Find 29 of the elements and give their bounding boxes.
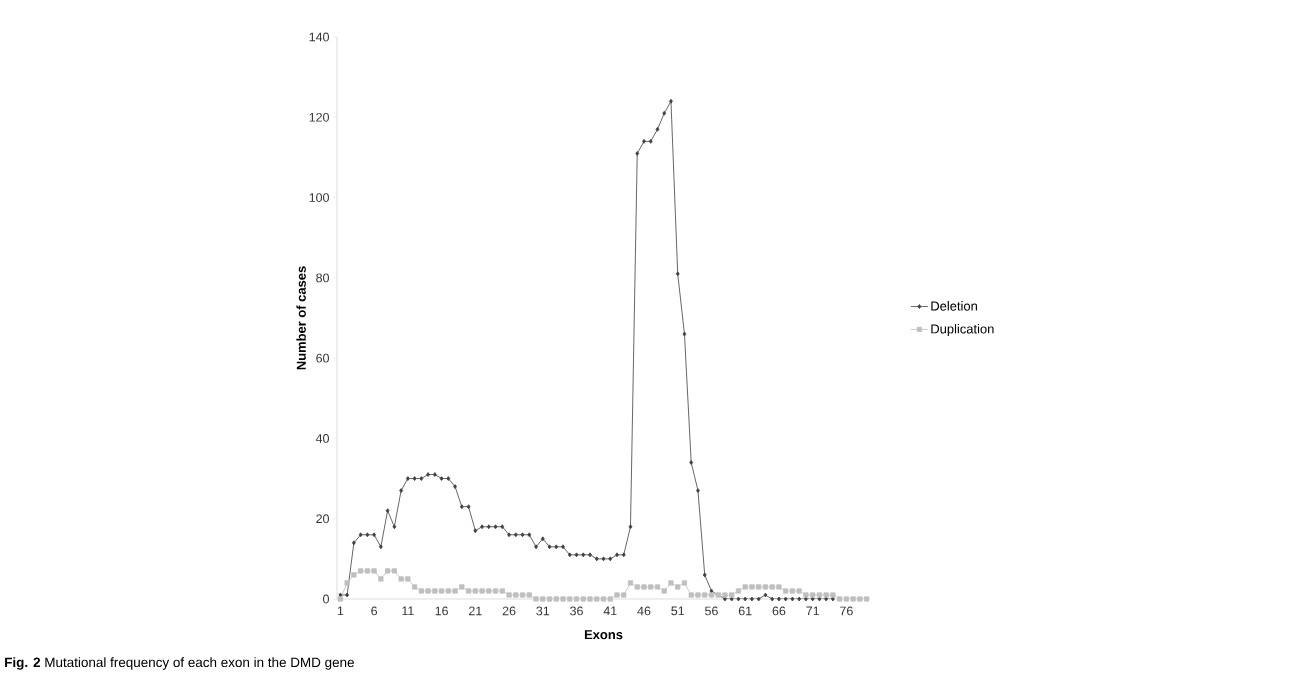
x-tick-label: 66 bbox=[772, 606, 786, 616]
x-tick-label: 76 bbox=[840, 606, 853, 616]
y-tick-label: 120 bbox=[309, 112, 329, 122]
y-tick-label: 80 bbox=[316, 273, 329, 283]
x-tick-label: 6 bbox=[371, 606, 378, 616]
x-tick-label: 36 bbox=[570, 606, 583, 616]
x-tick-label: 1 bbox=[337, 606, 344, 616]
legend-label: Duplication bbox=[931, 323, 994, 337]
x-tick-label: 26 bbox=[502, 606, 516, 616]
y-tick-label: 40 bbox=[315, 434, 329, 443]
text: Fig. 2 Mutational frequency of each exon in the DMD gene bbox=[5, 657, 354, 670]
x-tick-label: 16 bbox=[435, 606, 448, 616]
x-tick-label: 46 bbox=[637, 606, 651, 616]
x-tick-label: 61 bbox=[738, 606, 752, 616]
x-tick-label: 41 bbox=[603, 606, 617, 616]
y-axis-title: Number of cases bbox=[296, 266, 306, 370]
x-tick-label: 21 bbox=[469, 606, 482, 616]
x-tick-label: 11 bbox=[402, 606, 414, 616]
y-tick-label: 140 bbox=[309, 32, 329, 42]
legend-label: Deletion bbox=[931, 301, 977, 311]
x-tick-label: 56 bbox=[705, 606, 718, 616]
x-axis-title: Exons bbox=[584, 630, 623, 640]
x-tick-label: 31 bbox=[536, 606, 550, 616]
x-tick-label: 71 bbox=[806, 606, 819, 616]
y-tick-label: 60 bbox=[316, 353, 329, 363]
y-tick-label: 0 bbox=[323, 594, 329, 604]
y-tick-label: 20 bbox=[316, 514, 329, 524]
x-tick-label: 51 bbox=[671, 606, 685, 616]
y-tick-label: 100 bbox=[309, 193, 329, 202]
